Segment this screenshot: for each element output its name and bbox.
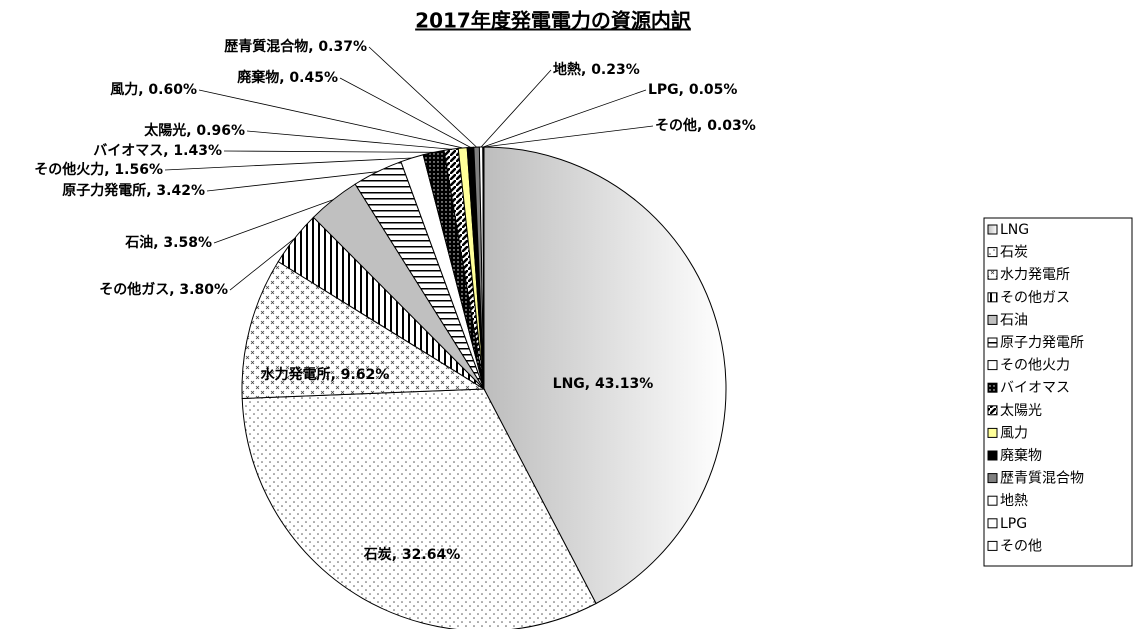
legend-label: 石油	[1000, 312, 1028, 328]
legend-label: 風力	[1000, 425, 1028, 441]
legend-swatch	[988, 270, 997, 279]
data-label: LNG, 43.13%	[553, 376, 654, 392]
data-label: 太陽光, 0.96%	[144, 122, 245, 139]
data-label: 風力, 0.60%	[110, 81, 197, 98]
data-label: 廃棄物, 0.45%	[237, 69, 338, 86]
data-label: LPG, 0.05%	[648, 82, 737, 98]
legend-swatch	[988, 315, 997, 324]
data-label: 歴青質混合物, 0.37%	[224, 38, 367, 55]
leader-line	[369, 47, 477, 147]
legend-swatch	[988, 541, 997, 550]
data-label: その他, 0.03%	[655, 117, 756, 134]
data-label: その他ガス, 3.80%	[99, 281, 228, 298]
legend-label: 水力発電所	[1000, 267, 1070, 283]
legend-label: その他ガス	[1000, 290, 1070, 306]
legend-swatch	[988, 338, 997, 347]
legend-label: LPG	[1000, 516, 1027, 532]
chart-title: 2017年度発電電力の資源内訳	[415, 9, 692, 33]
legend-swatch	[988, 474, 997, 483]
legend-label: 地熱	[1000, 493, 1028, 509]
legend-swatch	[988, 361, 997, 370]
legend-swatch	[988, 383, 997, 392]
data-label: 石油, 3.58%	[124, 234, 212, 251]
legend-label: 原子力発電所	[1000, 335, 1084, 351]
legend-label: 歴青質混合物	[1000, 471, 1084, 487]
legend-label: その他火力	[1000, 358, 1070, 374]
leader-line	[199, 90, 463, 148]
data-label: 水力発電所, 9.62%	[261, 366, 390, 383]
leader-line	[247, 131, 451, 149]
data-label: バイオマス, 1.43%	[93, 143, 222, 159]
leader-line	[224, 151, 434, 152]
leader-line	[483, 90, 646, 147]
legend-label: LNG	[1000, 222, 1029, 238]
legend-label: 石炭	[1000, 245, 1028, 261]
data-label: その他火力, 1.56%	[34, 161, 163, 178]
legend-swatch	[988, 496, 997, 505]
legend-swatch	[988, 451, 997, 460]
leader-line	[340, 78, 470, 147]
legend-swatch	[988, 406, 997, 415]
data-label: 石炭, 32.64%	[363, 546, 461, 563]
legend-label: その他	[1000, 538, 1042, 554]
legend-swatch	[988, 519, 997, 528]
legend-swatch	[988, 293, 997, 302]
legend-swatch	[988, 225, 997, 234]
legend-swatch	[988, 428, 997, 437]
data-label: 原子力発電所, 3.42%	[62, 182, 205, 199]
legend-swatch	[988, 248, 997, 257]
leader-line	[484, 126, 653, 147]
leader-line	[165, 158, 412, 170]
legend-label: 太陽光	[1000, 403, 1042, 419]
data-label: 地熱, 0.23%	[553, 61, 640, 78]
legend-label: バイオマス	[1000, 380, 1070, 396]
legend-label: 廃棄物	[1000, 447, 1042, 464]
